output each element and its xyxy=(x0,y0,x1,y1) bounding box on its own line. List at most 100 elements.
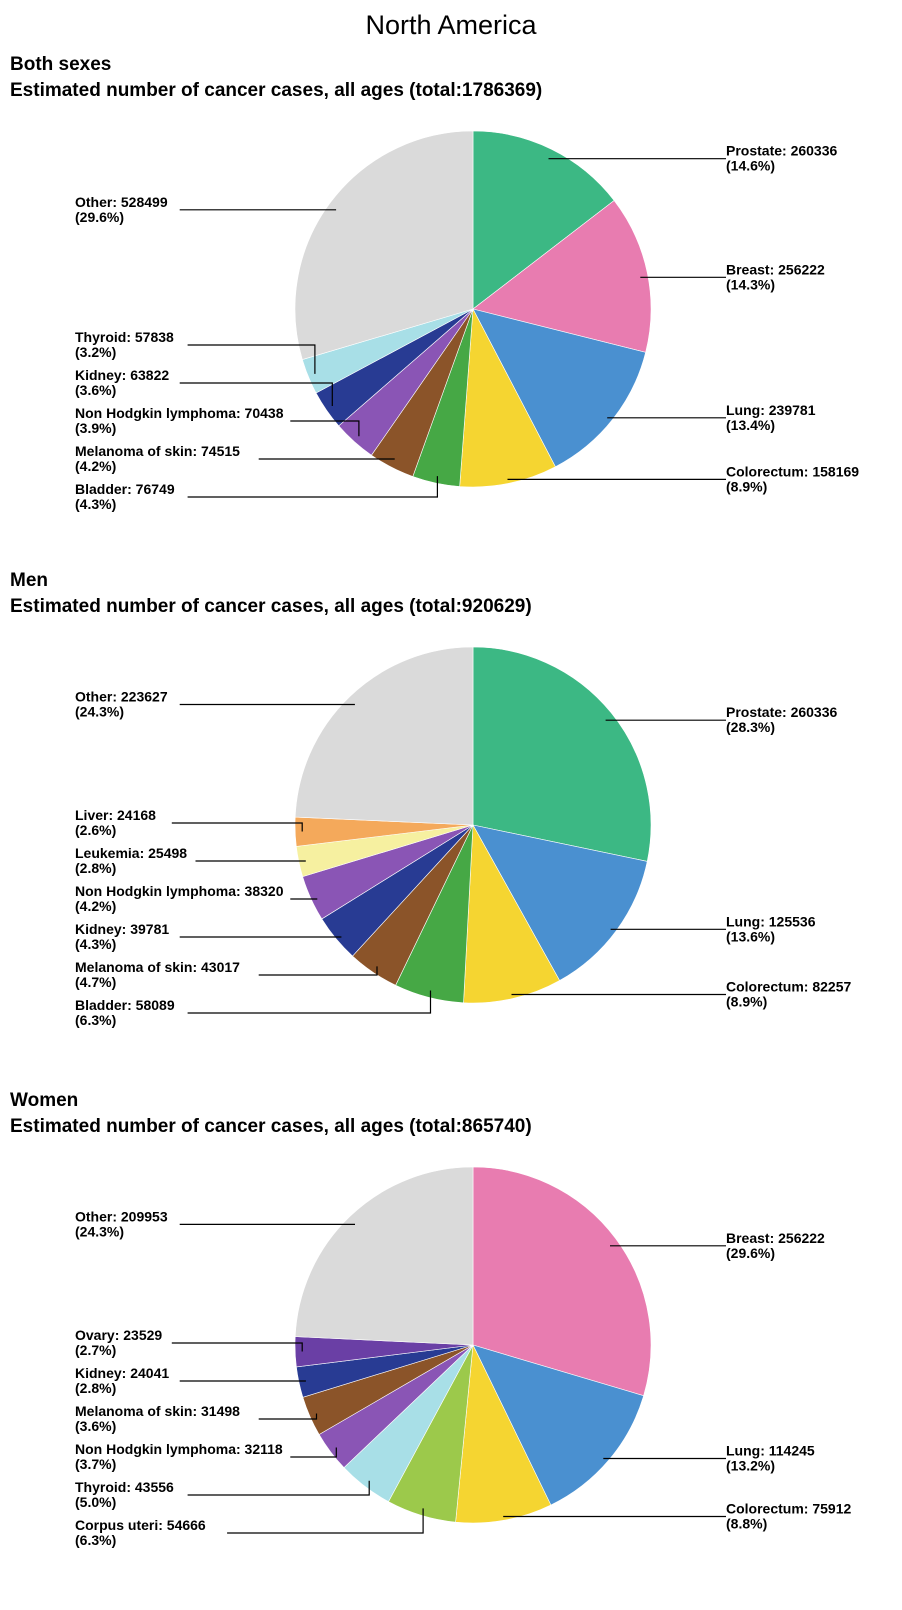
slice-percent-text: (8.9%) xyxy=(726,478,767,494)
slice-percent-text: (6.3%) xyxy=(75,1012,116,1028)
pie-slice-breast xyxy=(472,200,652,353)
slice-label-text: Breast: 256222 xyxy=(726,1230,825,1246)
slice-percent-text: (4.3%) xyxy=(75,936,116,952)
slice-label-text: Melanoma of skin: 74515 xyxy=(75,443,240,459)
slice-label-text: Kidney: 24041 xyxy=(75,1365,169,1381)
slice-label-text: Bladder: 76749 xyxy=(75,481,175,497)
chart-women: Women Estimated number of cancer cases, … xyxy=(0,1090,902,1590)
slice-label-text: Colorectum: 75912 xyxy=(726,1501,851,1517)
leader-line xyxy=(227,1508,424,1534)
slice-percent-text: (3.6%) xyxy=(75,382,116,398)
slice-label-text: Lung: 114245 xyxy=(726,1443,815,1459)
slice-label-lung: Lung: 125536(13.6%) xyxy=(610,913,816,944)
slice-label-colorectum: Colorectum: 82257(8.9%) xyxy=(511,978,851,1009)
slice-label-bladder: Bladder: 76749(4.3%) xyxy=(75,476,438,512)
slice-label-melanoma-of-skin: Melanoma of skin: 74515(4.2%) xyxy=(75,443,395,474)
slice-label-lung: Lung: 239781(13.4%) xyxy=(607,402,816,433)
slice-label-kidney: Kidney: 39781(4.3%) xyxy=(75,921,342,952)
slice-percent-text: (3.7%) xyxy=(75,1456,116,1472)
slice-label-text: Liver: 24168 xyxy=(75,807,156,823)
chart-title: Men xyxy=(10,570,48,591)
slice-label-text: Breast: 256222 xyxy=(726,261,825,277)
slice-percent-text: (13.6%) xyxy=(726,928,775,944)
slice-label-liver: Liver: 24168(2.6%) xyxy=(75,807,303,838)
slice-label-text: Kidney: 39781 xyxy=(75,921,169,937)
leader-line xyxy=(187,476,438,498)
slice-percent-text: (4.2%) xyxy=(75,898,116,914)
leader-line xyxy=(290,1447,337,1458)
slice-label-text: Melanoma of skin: 31498 xyxy=(75,1403,240,1419)
slice-label-breast: Breast: 256222(29.6%) xyxy=(610,1230,825,1261)
slice-label-other: Other: 528499(29.6%) xyxy=(75,194,337,225)
leader-line xyxy=(171,822,303,832)
chart-subtitle: Estimated number of cancer cases, all ag… xyxy=(10,1116,532,1137)
slice-label-kidney: Kidney: 63822(3.6%) xyxy=(75,367,333,406)
leader-line xyxy=(179,382,333,406)
chart-title: Women xyxy=(10,1090,79,1111)
slice-percent-text: (13.2%) xyxy=(726,1458,775,1474)
slice-percent-text: (14.3%) xyxy=(726,276,775,292)
slice-percent-text: (2.6%) xyxy=(75,822,116,838)
slice-label-thyroid: Thyroid: 57838(3.2%) xyxy=(75,329,316,374)
slice-percent-text: (13.4%) xyxy=(726,417,775,433)
chart-title: Both sexes xyxy=(10,54,112,75)
leader-line xyxy=(187,990,432,1014)
slice-percent-text: (4.7%) xyxy=(75,974,116,990)
slice-label-text: Other: 528499 xyxy=(75,194,168,210)
chart-both-sexes: Both sexes Estimated number of cancer ca… xyxy=(0,54,902,554)
leader-line xyxy=(187,344,316,374)
slice-label-text: Lung: 125536 xyxy=(726,913,816,929)
slice-label-text: Non Hodgkin lymphoma: 38320 xyxy=(75,883,284,899)
pie-slice-lung xyxy=(472,308,647,468)
slice-label-prostate: Prostate: 260336(14.6%) xyxy=(548,143,838,174)
slice-label-text: Corpus uteri: 54666 xyxy=(75,1517,206,1533)
slice-percent-text: (3.6%) xyxy=(75,1418,116,1434)
leader-line xyxy=(258,966,378,976)
leader-line xyxy=(187,1480,370,1496)
slice-label-bladder: Bladder: 58089(6.3%) xyxy=(75,990,432,1028)
slice-label-text: Ovary: 23529 xyxy=(75,1327,162,1343)
leader-line xyxy=(171,1342,303,1352)
chart-men: Men Estimated number of cancer cases, al… xyxy=(0,570,902,1070)
pie-chart-men: Prostate: 260336(28.3%) Lung: 125536(13.6… xyxy=(75,646,851,1028)
slice-label-non-hodgkin-lymphoma: Non Hodgkin lymphoma: 32118(3.7%) xyxy=(75,1441,337,1472)
slice-label-thyroid: Thyroid: 43556(5.0%) xyxy=(75,1479,370,1510)
pie-chart-women: Breast: 256222(29.6%) Lung: 114245(13.2%)… xyxy=(75,1166,851,1548)
slice-percent-text: (29.6%) xyxy=(726,1245,775,1261)
pie-slice-lung xyxy=(472,824,648,981)
slice-label-non-hodgkin-lymphoma: Non Hodgkin lymphoma: 70438(3.9%) xyxy=(75,405,360,437)
slice-label-text: Thyroid: 57838 xyxy=(75,329,174,345)
slice-label-other: Other: 209953(24.3%) xyxy=(75,1208,355,1239)
chart-subtitle: Estimated number of cancer cases, all ag… xyxy=(10,80,543,101)
slice-label-text: Thyroid: 43556 xyxy=(75,1479,174,1495)
pie-slice-prostate xyxy=(472,130,615,310)
slice-label-colorectum: Colorectum: 158169(8.9%) xyxy=(507,463,859,494)
slice-label-colorectum: Colorectum: 75912(8.8%) xyxy=(503,1501,851,1532)
slice-percent-text: (3.2%) xyxy=(75,344,116,360)
chart-subtitle: Estimated number of cancer cases, all ag… xyxy=(10,596,532,617)
slice-label-text: Colorectum: 158169 xyxy=(726,463,859,479)
slice-label-lung: Lung: 114245(13.2%) xyxy=(603,1443,815,1474)
slice-label-text: Non Hodgkin lymphoma: 70438 xyxy=(75,405,284,421)
slice-percent-text: (24.3%) xyxy=(75,704,124,720)
slice-percent-text: (2.8%) xyxy=(75,1380,116,1396)
slice-percent-text: (5.0%) xyxy=(75,1494,116,1510)
slice-label-breast: Breast: 256222(14.3%) xyxy=(640,261,825,292)
pie-slice-colorectum xyxy=(459,307,556,488)
slice-label-other: Other: 223627(24.3%) xyxy=(75,689,355,720)
page-title: North America xyxy=(365,10,537,40)
slice-label-text: Other: 223627 xyxy=(75,689,168,705)
pie-slice-other xyxy=(294,1166,474,1346)
slice-percent-text: (29.6%) xyxy=(75,209,124,225)
pie-chart-both-sexes: Prostate: 260336(14.6%) Breast: 256222(14… xyxy=(75,130,859,512)
slice-label-text: Lung: 239781 xyxy=(726,402,816,418)
pie-slice-colorectum xyxy=(455,1343,552,1524)
slice-label-prostate: Prostate: 260336(28.3%) xyxy=(605,704,838,735)
slice-label-text: Other: 209953 xyxy=(75,1208,168,1224)
slice-label-text: Prostate: 260336 xyxy=(726,704,838,720)
slice-label-text: Kidney: 63822 xyxy=(75,367,169,383)
pie-slice-prostate xyxy=(472,646,652,862)
slice-label-text: Leukemia: 25498 xyxy=(75,845,187,861)
slice-label-kidney: Kidney: 24041(2.8%) xyxy=(75,1365,306,1396)
slice-label-text: Non Hodgkin lymphoma: 32118 xyxy=(75,1441,283,1457)
